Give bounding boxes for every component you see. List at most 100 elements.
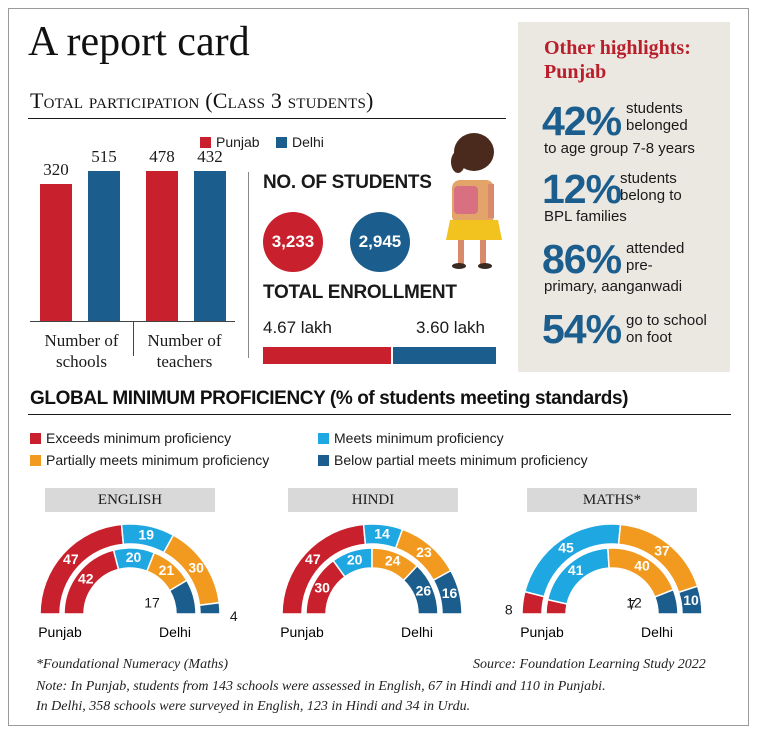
students-punjab-circle: 3,233 <box>263 212 323 272</box>
slice-hindi-delhi-3 <box>402 564 439 615</box>
slice-value-label: 45 <box>558 539 574 555</box>
highlight-bpl-line2: belong to <box>620 187 682 204</box>
legend-partial: Partially meets minimum proficiency <box>30 452 269 468</box>
ring-label-inner: Delhi <box>159 624 191 640</box>
highlight-text-age: students belonged <box>626 100 688 134</box>
slice-value-label: 19 <box>138 526 154 542</box>
card-frame <box>8 8 749 726</box>
subject-head-english: ENGLISH <box>45 488 215 512</box>
highlight-bpl-line3: BPL families <box>544 208 627 225</box>
enrollment-punjab-value: 4.67 lakh <box>263 318 332 337</box>
highlight-pct-preprimary: 86% <box>542 236 622 282</box>
subject-head-maths: MATHS* <box>527 488 697 512</box>
slice-value-label: 37 <box>654 542 670 558</box>
slice-value-label: 10 <box>683 592 699 608</box>
bar-value-label: 478 <box>149 147 175 166</box>
slice-value-label: 24 <box>385 553 401 569</box>
highlight-pct-bpl: 12% <box>542 166 622 212</box>
participation-axis <box>30 321 235 322</box>
highlight-age-line1: students <box>626 100 683 117</box>
highlights-panel <box>518 22 730 372</box>
slice-english-delhi-3 <box>168 579 197 615</box>
highlights-title: Other highlights: Punjab <box>544 36 691 84</box>
highlight-pct-foot: 54% <box>542 306 622 352</box>
ring-label-inner: Delhi <box>641 624 673 640</box>
highlight-age-line3: to age group 7-8 years <box>544 140 695 157</box>
students-heading: NO. OF STUDENTS <box>263 172 432 193</box>
legend-swatch-meets <box>318 432 329 444</box>
slice-value-label: 8 <box>505 602 513 618</box>
highlight-text-preprimary: attended pre- <box>626 240 684 274</box>
slice-value-label: 21 <box>159 562 175 578</box>
proficiency-heading: GLOBAL MINIMUM PROFICIENCY (% of student… <box>30 388 629 409</box>
slice-value-label: 17 <box>144 595 160 611</box>
proficiency-rule <box>28 414 731 415</box>
bar-value-label: 515 <box>91 147 117 166</box>
highlight-preprimary-line2: pre- <box>626 257 653 274</box>
highlight-foot-line2: on foot <box>626 329 672 346</box>
participation-axis-divider <box>133 321 134 356</box>
slice-english-punjab-3 <box>198 601 221 615</box>
ring-label-inner: Delhi <box>401 624 433 640</box>
legend-below: Below partial meets minimum proficiency <box>318 452 588 468</box>
legend-swatch-exceeds <box>30 432 41 444</box>
legend-exceeds: Exceeds minimum proficiency <box>30 430 231 446</box>
section-divider <box>248 172 249 358</box>
highlight-bpl-line1: students <box>620 170 677 187</box>
legend-swatch-delhi <box>276 136 287 148</box>
source-note: Source: Foundation Learning Study 2022 <box>473 657 706 672</box>
slice-value-label: 26 <box>416 582 432 598</box>
enrollment-heading: TOTAL ENROLLMENT <box>263 282 457 303</box>
category-teachers-line2: teachers <box>156 352 213 371</box>
highlights-title-line1: Other highlights: <box>544 37 691 59</box>
legend-label-partial: Partially meets minimum proficiency <box>46 452 270 468</box>
slice-hindi-punjab-3 <box>432 569 463 615</box>
participation-rule <box>28 118 506 119</box>
students-punjab-value: 3,233 <box>271 232 315 251</box>
slice-value-label: 47 <box>63 551 79 567</box>
ring-label-outer: Punjab <box>280 624 324 640</box>
highlights-title-line2: Punjab <box>544 61 607 83</box>
legend-punjab: Punjab <box>200 134 260 150</box>
slice-value-label: 30 <box>188 560 204 576</box>
highlight-preprimary-line3: primary, aanganwadi <box>544 278 683 295</box>
category-label-schools: Number of schools <box>30 330 133 372</box>
slice-value-label: 41 <box>568 562 584 578</box>
student-illustration <box>446 133 502 269</box>
slice-value-label: 12 <box>626 595 642 611</box>
slice-value-label: 7 <box>628 597 636 613</box>
category-schools-line2: schools <box>56 352 107 371</box>
highlight-age-line2: belonged <box>626 117 688 134</box>
subject-head-hindi: HINDI <box>288 488 458 512</box>
slice-value-label: 23 <box>416 544 432 560</box>
enrollment-delhi-bar <box>393 347 496 364</box>
page-title: A report card <box>28 19 250 65</box>
participation-heading: Total participation (Class 3 students) <box>30 88 374 113</box>
ring-label-outer: Punjab <box>520 624 564 640</box>
bar-value-label: 432 <box>197 147 223 166</box>
highlight-preprimary-line1: attended <box>626 240 685 257</box>
legend-swatch-punjab <box>200 136 211 148</box>
students-delhi-value: 2,945 <box>358 232 402 251</box>
slice-value-label: 4 <box>230 608 238 624</box>
slice-value-label: 14 <box>374 525 390 541</box>
slice-value-label: 20 <box>126 549 142 565</box>
category-teachers-line1: Number of <box>147 331 222 350</box>
legend-label-exceeds: Exceeds minimum proficiency <box>46 430 232 446</box>
category-schools-line1: Number of <box>44 331 119 350</box>
note-line1: Note: In Punjab, students from 143 schoo… <box>36 679 606 694</box>
bar-punjab-teachers <box>146 171 178 321</box>
legend-label-delhi: Delhi <box>292 134 324 150</box>
category-label-teachers: Number of teachers <box>134 330 235 372</box>
enrollment-punjab-bar <box>263 347 391 364</box>
highlight-pct-age: 42% <box>542 98 622 144</box>
legend-swatch-partial <box>30 454 41 466</box>
ring-label-outer: Punjab <box>38 624 82 640</box>
highlight-text-bpl: students belong to <box>620 170 682 204</box>
slice-value-label: 30 <box>314 579 330 595</box>
slice-value-label: 47 <box>305 551 321 567</box>
note-line2: In Delhi, 358 schools were surveyed in E… <box>36 699 471 714</box>
legend-label-meets: Meets minimum proficiency <box>334 430 504 446</box>
enrollment-delhi-value: 3.60 lakh <box>416 318 485 337</box>
